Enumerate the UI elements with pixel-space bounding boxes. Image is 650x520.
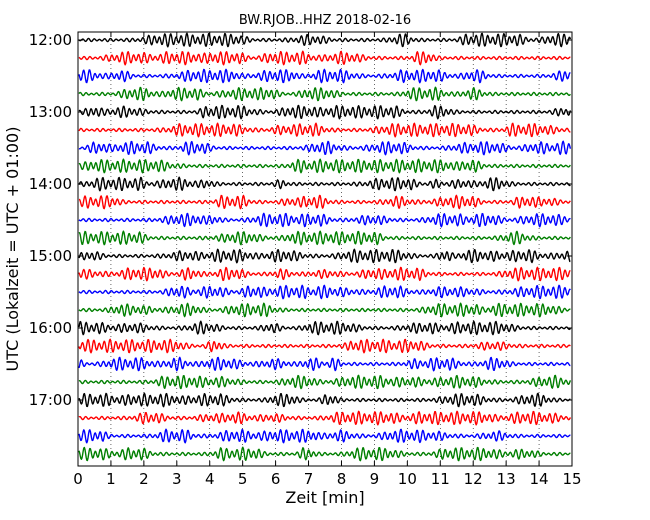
x-tick-label-6: 6 <box>271 470 281 488</box>
trace-1500 <box>78 248 571 264</box>
y-tick-label-1: 13:00 <box>29 103 72 121</box>
trace-1745 <box>78 446 571 462</box>
trace-1215 <box>78 50 571 66</box>
trace-1230 <box>78 68 571 84</box>
trace-1700 <box>78 392 571 408</box>
x-tick-label-14: 14 <box>530 470 549 488</box>
x-tick-label-7: 7 <box>304 470 314 488</box>
chart-title: BW.RJOB..HHZ 2018-02-16 <box>239 13 411 28</box>
trace-1315 <box>78 122 571 138</box>
trace-1645 <box>78 374 572 390</box>
traces <box>78 32 572 462</box>
x-tick-label-9: 9 <box>370 470 380 488</box>
trace-1715 <box>78 410 572 426</box>
x-axis-ticks: 0 1 2 3 4 5 6 7 8 9 10 11 12 13 14 15 <box>73 32 582 488</box>
x-tick-label-1: 1 <box>106 470 116 488</box>
x-tick-label-10: 10 <box>398 470 417 488</box>
trace-1330 <box>78 140 572 156</box>
x-tick-label-13: 13 <box>497 470 516 488</box>
x-tick-label-3: 3 <box>172 470 182 488</box>
trace-1630 <box>78 356 571 372</box>
x-tick-label-15: 15 <box>562 470 581 488</box>
x-tick-label-12: 12 <box>464 470 483 488</box>
x-tick-label-0: 0 <box>73 470 83 488</box>
trace-1545 <box>78 302 571 318</box>
trace-1200 <box>78 32 572 48</box>
x-tick-label-5: 5 <box>238 470 248 488</box>
trace-1430 <box>78 212 571 228</box>
trace-1345 <box>78 158 571 174</box>
trace-1300 <box>78 104 572 120</box>
trace-1600 <box>78 320 571 336</box>
trace-1245 <box>78 86 571 102</box>
y-tick-label-4: 16:00 <box>29 319 72 337</box>
y-tick-label-2: 14:00 <box>29 175 72 193</box>
x-tick-label-8: 8 <box>337 470 347 488</box>
trace-1445 <box>78 230 571 246</box>
x-axis-label: Zeit [min] <box>285 488 364 507</box>
y-tick-label-5: 17:00 <box>29 391 72 409</box>
y-axis-ticks: 12:00 13:00 14:00 15:00 16:00 17:00 <box>29 31 572 409</box>
trace-1515 <box>78 266 571 282</box>
plot-frame <box>77 31 573 467</box>
y-tick-label-0: 12:00 <box>29 31 72 49</box>
trace-1730 <box>78 428 571 444</box>
y-tick-label-3: 15:00 <box>29 247 72 265</box>
trace-1530 <box>78 284 571 300</box>
grid-lines <box>110 32 540 466</box>
x-tick-label-4: 4 <box>205 470 215 488</box>
trace-1400 <box>78 176 571 192</box>
y-axis-label: UTC (Lokalzeit = UTC + 01:00) <box>3 127 22 372</box>
x-tick-label-2: 2 <box>139 470 149 488</box>
trace-1415 <box>78 194 571 210</box>
trace-1615 <box>78 338 571 354</box>
x-tick-label-11: 11 <box>431 470 450 488</box>
